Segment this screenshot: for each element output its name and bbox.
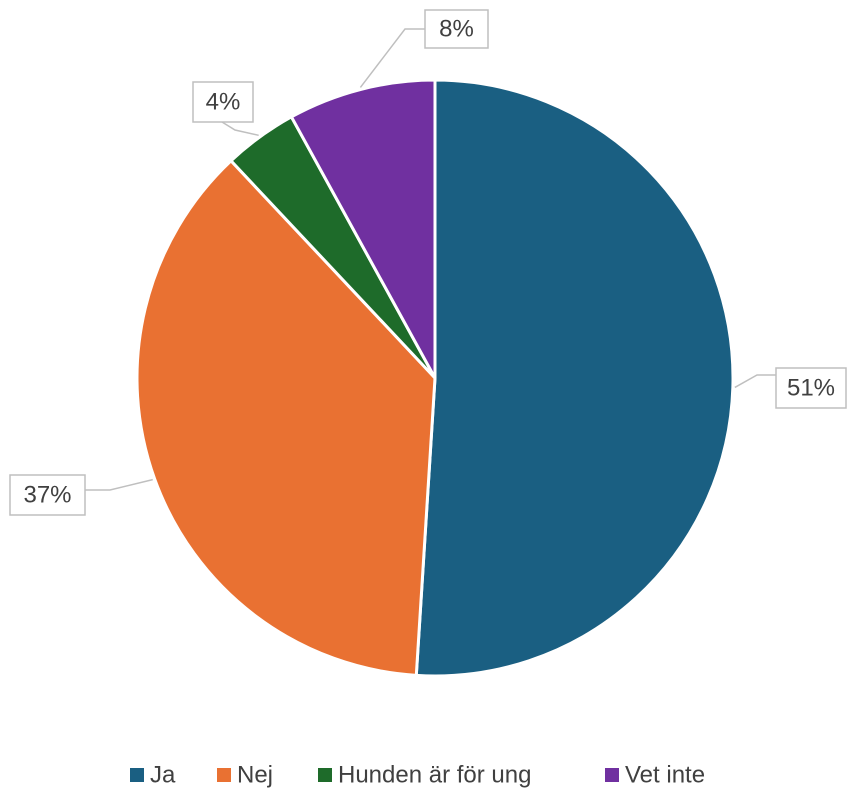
- legend-label: Nej: [237, 761, 273, 788]
- leader-line: [221, 121, 259, 137]
- legend-label: Vet inte: [625, 761, 705, 788]
- legend-label: Ja: [150, 761, 176, 788]
- data-label: 37%: [23, 481, 71, 508]
- legend-swatch: [605, 768, 619, 782]
- legend-swatch: [217, 768, 231, 782]
- leader-line: [85, 478, 153, 491]
- leader-line: [359, 28, 425, 88]
- label-box: [192, 81, 254, 123]
- legend-swatch: [318, 768, 332, 782]
- leader-line: [734, 374, 776, 389]
- data-label: 51%: [787, 374, 835, 401]
- label-box: [9, 474, 86, 516]
- pie-slice: [414, 78, 735, 678]
- pie-slice: [289, 78, 437, 379]
- data-label: 4%: [206, 88, 241, 115]
- label-box: [424, 9, 489, 49]
- pie-slice: [135, 158, 437, 678]
- legend-label: Hunden är för ung: [338, 761, 531, 788]
- label-box: [775, 367, 847, 409]
- legend-swatch: [130, 768, 144, 782]
- data-label: 8%: [439, 15, 474, 42]
